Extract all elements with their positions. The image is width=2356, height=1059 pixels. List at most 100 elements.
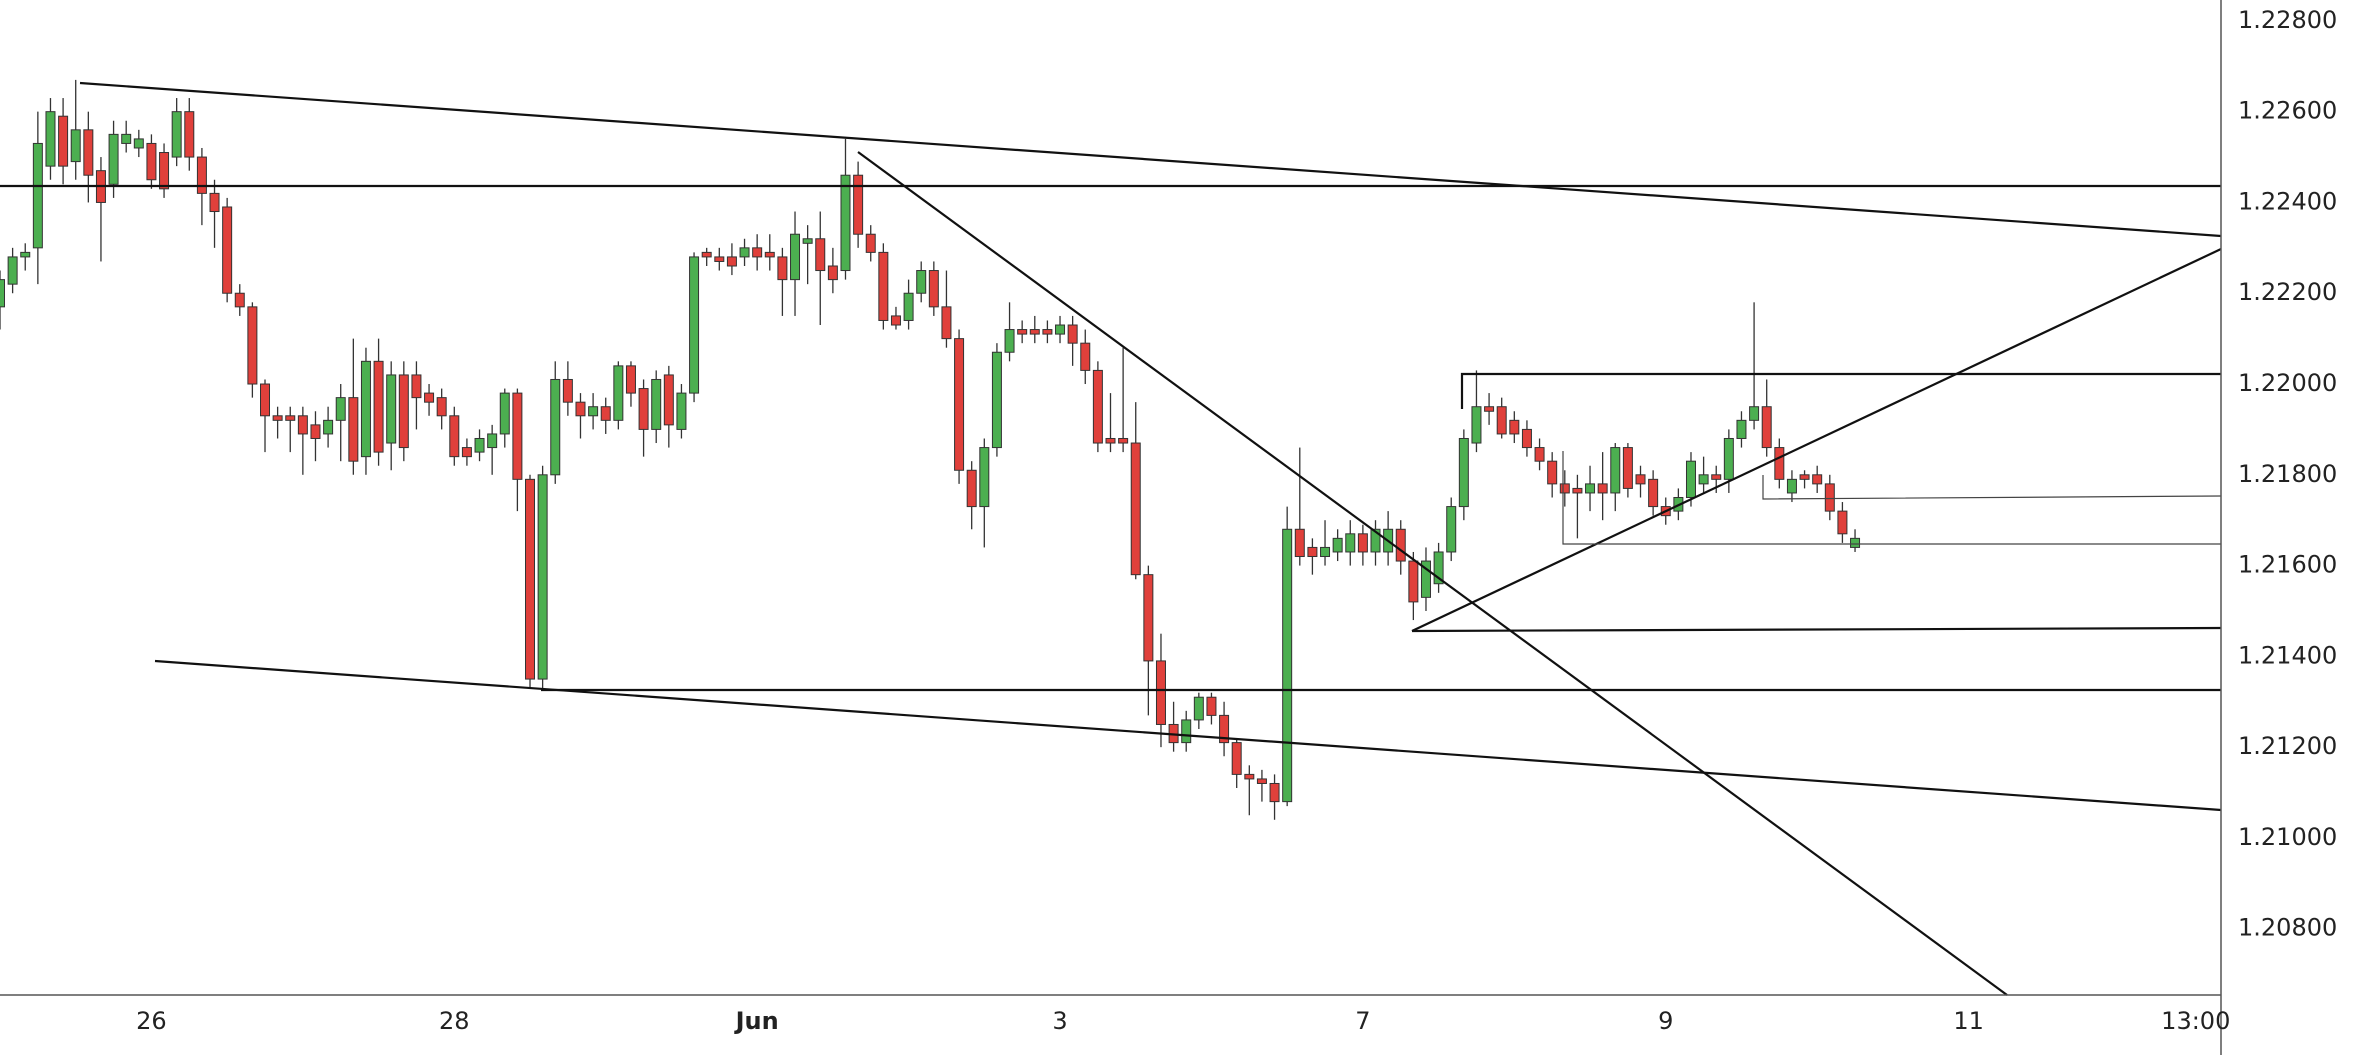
candle-body: [1824, 483, 1835, 512]
candle-body: [651, 378, 662, 430]
candle-body: [1484, 406, 1495, 412]
candle-body: [1370, 528, 1381, 553]
candle-body: [1282, 528, 1293, 803]
candle-body: [764, 251, 775, 258]
drawings: [0, 81, 2222, 996]
candle-body: [537, 474, 548, 680]
candle-body: [562, 378, 573, 403]
candle-body: [1092, 369, 1103, 444]
candle-body: [903, 292, 914, 321]
candle-body: [386, 374, 397, 444]
horizontal-line: [1411, 626, 2222, 633]
candle-body: [1320, 546, 1331, 558]
candle-body: [1433, 551, 1444, 585]
candle-body: [815, 238, 826, 272]
candle-body: [222, 206, 233, 294]
candle-body: [1572, 487, 1583, 494]
axes: 1.22800 1.22600 1.22400 1.22200 1.22000 1.218…: [136, 6, 2337, 1035]
x-tick-label: 3: [1052, 1007, 1067, 1035]
candle-body: [260, 383, 271, 417]
candle-body: [83, 129, 94, 176]
candle-body: [1534, 447, 1545, 462]
candle-body: [1067, 324, 1078, 344]
candle-body: [1812, 474, 1823, 485]
candle-body: [827, 265, 838, 281]
candle-body: [777, 256, 788, 281]
y-tick-label: 1.21800: [2238, 460, 2337, 488]
candle-body: [1559, 483, 1570, 494]
candle-body: [461, 447, 472, 458]
x-tick-label: 28: [439, 1007, 470, 1035]
candle-body: [398, 374, 409, 449]
candle-body: [865, 233, 876, 253]
candle-body: [474, 437, 485, 453]
level-line: [1762, 475, 2222, 500]
candle-body: [575, 401, 586, 417]
candle-body: [1774, 447, 1785, 480]
candle-body: [360, 360, 371, 458]
x-tick-label: 7: [1355, 1007, 1370, 1035]
candle-body: [1244, 773, 1255, 780]
candle-body: [928, 270, 939, 308]
candle-body: [285, 415, 296, 421]
candle-body: [348, 397, 359, 462]
level-line: [1562, 451, 2221, 545]
candle-body: [1786, 478, 1797, 494]
candle-body: [1357, 533, 1368, 553]
candle-body: [1118, 437, 1129, 444]
candle-body: [1799, 474, 1810, 480]
candle-body: [890, 315, 901, 326]
y-tick-label: 1.21000: [2238, 823, 2337, 851]
candle-body: [1723, 437, 1734, 480]
y-tick-label: 1.22400: [2238, 187, 2337, 215]
candle-body: [512, 392, 523, 480]
candle-body: [1446, 506, 1457, 553]
candle-body: [714, 256, 725, 262]
candle-body: [1155, 660, 1166, 725]
candle-body: [1345, 533, 1356, 553]
candle-body: [726, 256, 737, 267]
y-tick-label: 1.22800: [2238, 6, 2337, 34]
candle-body: [1219, 714, 1230, 744]
x-tick-label: Jun: [734, 1007, 779, 1035]
x-tick-label: 26: [136, 1007, 167, 1035]
x-tick-label: 13:00: [2161, 1007, 2230, 1035]
candle-body: [991, 351, 1002, 449]
candle-body: [1685, 460, 1696, 498]
candle-body: [1547, 460, 1558, 485]
candle-body: [752, 247, 763, 258]
candle-body: [676, 392, 687, 430]
candle-body: [1711, 474, 1722, 480]
candle-body: [1269, 782, 1280, 803]
candle-body: [436, 397, 447, 417]
candle-body: [979, 447, 990, 508]
candle-body: [234, 292, 245, 308]
candle-body: [159, 152, 170, 190]
candle-body: [310, 424, 321, 439]
candle-body: [1837, 510, 1848, 535]
candle-body: [58, 115, 69, 167]
y-tick-label: 1.21600: [2238, 551, 2337, 579]
candle-body: [121, 133, 132, 144]
candle-body: [1698, 474, 1709, 485]
candle-body: [1408, 560, 1419, 603]
candle-body: [1585, 483, 1596, 494]
candle-body: [1622, 447, 1633, 489]
y-tick-label: 1.22600: [2238, 97, 2337, 125]
candle-body: [1017, 329, 1028, 335]
candle-body: [1080, 342, 1091, 371]
candle-body: [790, 233, 801, 281]
candle-body: [588, 406, 599, 417]
candle-body: [196, 156, 207, 194]
candle-body: [1206, 696, 1217, 716]
candle-body: [487, 433, 498, 449]
candle-body: [802, 238, 813, 244]
candle-body: [108, 133, 119, 185]
candle-body: [297, 415, 308, 435]
y-tick-label: 1.20800: [2238, 914, 2337, 942]
candle-body: [209, 192, 220, 213]
candle-body: [1761, 406, 1772, 449]
candle-body: [1471, 406, 1482, 444]
candle-body: [663, 374, 674, 426]
candle-body: [247, 306, 258, 385]
